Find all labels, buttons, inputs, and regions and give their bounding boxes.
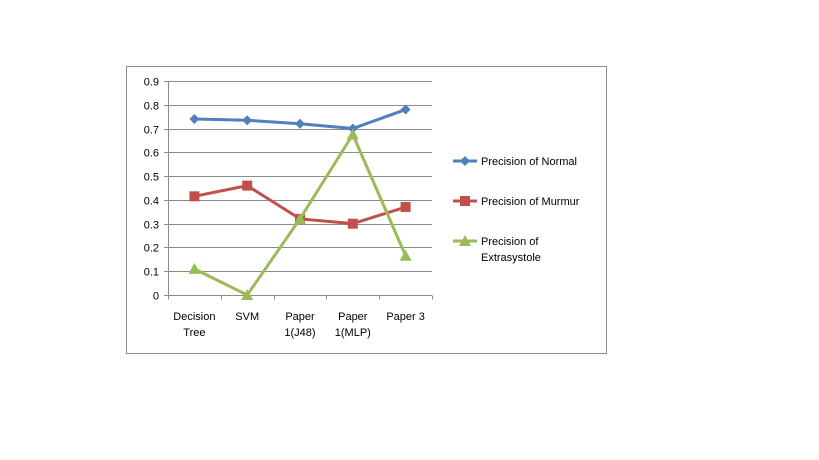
y-tick-label: 0.1	[144, 267, 159, 279]
data-point	[242, 115, 253, 126]
data-point	[295, 118, 305, 129]
data-point	[188, 262, 201, 274]
y-tick-label: 0.7	[144, 125, 159, 137]
y-tick-label: 0	[153, 291, 159, 303]
legend-label: Precision of Murmur	[481, 196, 580, 208]
legend-marker	[459, 235, 471, 246]
x-tick-labels: Decision Tree SVM Paper 1(J48) Paper 1(MLP) Pap…	[173, 311, 425, 339]
y-tick-label: 0.9	[144, 77, 159, 89]
y-tick-label: 0.4	[144, 196, 159, 208]
series	[188, 104, 412, 300]
data-point	[399, 249, 412, 261]
data-point	[241, 289, 254, 300]
data-point	[346, 128, 359, 140]
y-tick-label: 0.2	[144, 243, 159, 255]
legend-marker	[460, 156, 470, 166]
x-tick-label: Paper 1(MLP)	[335, 311, 371, 339]
data-point	[347, 218, 358, 229]
axes	[164, 81, 433, 300]
data-point	[189, 114, 200, 125]
data-point	[400, 202, 411, 213]
y-tick-label: 0.3	[144, 220, 159, 232]
y-tick-label: 0.5	[144, 172, 159, 184]
y-tick-labels: 0 0.1 0.2 0.3 0.4 0.5 0.6 0.7 0.8 0.9	[144, 77, 159, 303]
x-tick-label: SVM	[235, 311, 259, 323]
y-tick-label: 0.6	[144, 148, 159, 160]
legend-marker	[460, 196, 470, 206]
gridlines	[168, 81, 432, 272]
chart-frame	[126, 66, 607, 354]
x-tick-label: Decision Tree	[173, 311, 215, 339]
data-point	[400, 104, 411, 115]
data-point	[189, 191, 200, 202]
data-point	[242, 180, 253, 191]
legend: Precision of Normal Precision of Murmur Pr…	[453, 156, 580, 264]
data-point	[294, 212, 306, 224]
legend-label: Precision of Normal	[481, 156, 577, 168]
legend-label: Precision of Extrasystole	[481, 236, 541, 264]
y-tick-label: 0.8	[144, 101, 159, 113]
x-tick-label: Paper 3	[386, 311, 425, 323]
x-tick-label: Paper 1(J48)	[284, 311, 315, 339]
